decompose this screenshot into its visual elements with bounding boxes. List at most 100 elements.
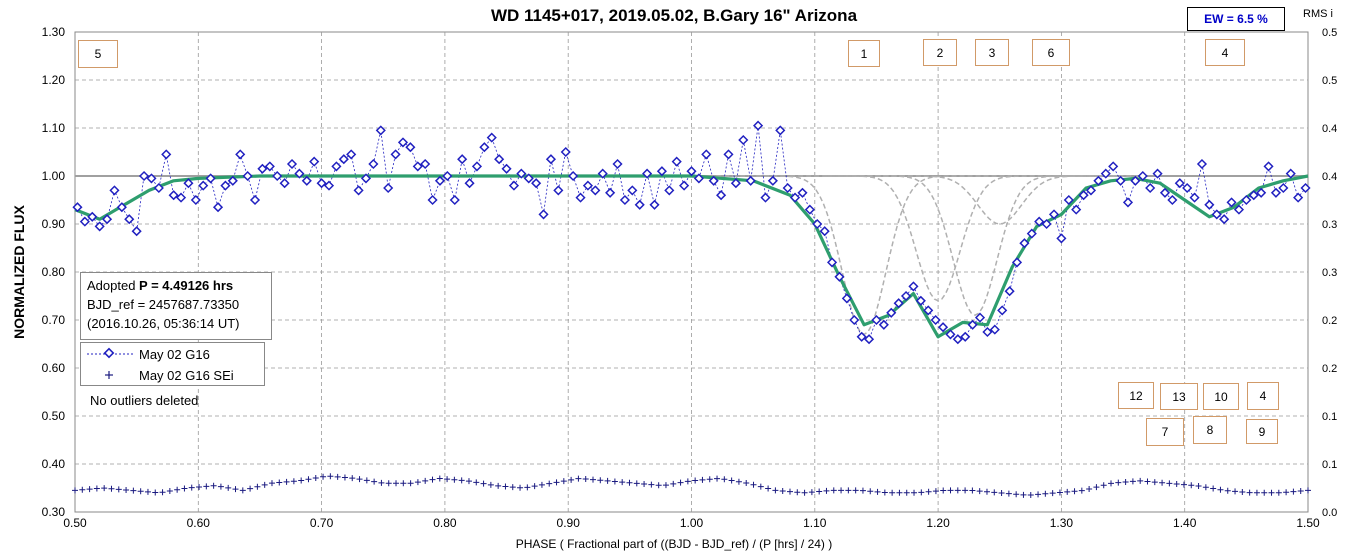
flux-data-point (1211, 209, 1222, 220)
sei-point (166, 487, 173, 494)
sei-point (137, 488, 144, 495)
flux-data-point (494, 154, 505, 165)
y-tick-label: 1.30 (42, 25, 66, 39)
flux-data-point (745, 175, 756, 186)
sei-point (867, 488, 874, 495)
sei-point (1093, 484, 1100, 491)
flux-data-point (1196, 158, 1208, 170)
sei-point (677, 479, 684, 486)
sei-point (765, 485, 772, 492)
sei-point (210, 482, 217, 489)
sei-point (706, 476, 713, 483)
sei-point (1239, 488, 1246, 495)
sei-point (181, 485, 188, 492)
flux-data-point (708, 175, 719, 186)
legend-label-sei: May 02 G16 SEi (139, 367, 234, 383)
flux-data-point (1248, 190, 1259, 201)
sei-point (531, 483, 538, 490)
sei-point (130, 487, 137, 494)
flux-data-point (397, 137, 409, 148)
sei-point (1268, 489, 1275, 496)
flux-data-point (664, 185, 675, 196)
sei-point (115, 486, 122, 493)
sei-point (976, 488, 983, 495)
sei-point (378, 479, 385, 486)
flux-data-point (1204, 199, 1215, 210)
flux-data-point (597, 168, 608, 179)
sei-point (1108, 480, 1115, 487)
flux-data-point (1233, 204, 1245, 215)
flux-data-point (590, 185, 601, 196)
flux-data-point (1285, 168, 1296, 179)
flux-data-point (790, 192, 801, 203)
flux-data-point (1063, 194, 1074, 206)
flux-data-point (1174, 178, 1185, 189)
flux-data-point (627, 185, 638, 196)
flux-data-point (1256, 187, 1267, 198)
y-tick-label: 0.50 (42, 409, 66, 423)
sei-point (633, 480, 640, 487)
flux-data-point (1004, 286, 1015, 297)
sei-point (517, 484, 524, 491)
sei-point (940, 487, 947, 494)
flux-data-point (220, 180, 231, 191)
flux-data-point (1270, 187, 1282, 198)
sei-point (1246, 489, 1253, 496)
sei-point (648, 481, 655, 488)
sei-point (1064, 488, 1071, 495)
flux-data-point (101, 214, 113, 225)
annotation-box-4-bottom: 4 (1247, 382, 1279, 410)
chart-title: WD 1145+017, 2019.05.02, B.Gary 16" Ariz… (490, 6, 858, 25)
sei-point (582, 475, 589, 482)
sei-point (458, 477, 465, 484)
flux-data-point (531, 178, 542, 189)
flux-data-point (1167, 194, 1178, 206)
flux-data-point (1226, 197, 1237, 208)
sei-point (655, 482, 662, 489)
sei-point (1275, 489, 1282, 496)
y-axis-label: NORMALIZED FLUX (11, 205, 27, 339)
x-axis-label: PHASE ( Fractional part of ((BJD - BJD_r… (515, 537, 833, 551)
annotation-label: 12 (1129, 388, 1143, 403)
sei-point (268, 480, 275, 487)
ew-label: EW = 6.5 % (1187, 7, 1285, 31)
sei-point (312, 474, 319, 481)
flux-data-point (390, 149, 401, 160)
sei-point (1129, 478, 1136, 485)
y2-tick-label: 0.0 (1322, 507, 1337, 519)
flux-data-point (908, 281, 919, 292)
y2-tick-label: 0.3 (1322, 219, 1337, 231)
flux-data-point (168, 190, 179, 201)
flux-data-point (190, 194, 201, 206)
x-tick-label: 1.10 (803, 516, 827, 530)
sei-point (757, 483, 764, 490)
x-tick-label: 0.80 (433, 516, 457, 530)
flux-data-point (997, 305, 1008, 316)
sei-point (108, 485, 115, 492)
annotation-label: 4 (1221, 45, 1229, 60)
flux-data-point (1085, 185, 1097, 196)
sei-point (1217, 486, 1224, 493)
bjd-ref-line: BJD_ref = 2457687.73350 (87, 297, 240, 312)
flux-data-point (568, 170, 579, 182)
flux-data-point (1115, 175, 1126, 186)
sei-point (670, 480, 677, 487)
sei-point (816, 488, 823, 495)
y2-tick-label: 0.5 (1322, 27, 1337, 39)
annotation-label: 6 (1047, 45, 1055, 60)
sei-point (611, 478, 618, 485)
y2-axis-label: RMS i (1303, 8, 1333, 20)
sei-point (385, 480, 392, 487)
sei-point (123, 486, 130, 493)
sei-point (1188, 482, 1195, 489)
flux-data-point (582, 180, 593, 191)
sei-point (538, 481, 545, 488)
annotation-label: 5 (94, 47, 102, 61)
flux-data-point (886, 307, 897, 318)
y2-tick-label: 0.1 (1322, 411, 1337, 423)
flux-data-point (827, 257, 838, 268)
annotation-label: 9 (1258, 424, 1266, 439)
flux-data-point (634, 199, 645, 210)
sei-point (874, 488, 881, 495)
sei-point (903, 489, 910, 496)
